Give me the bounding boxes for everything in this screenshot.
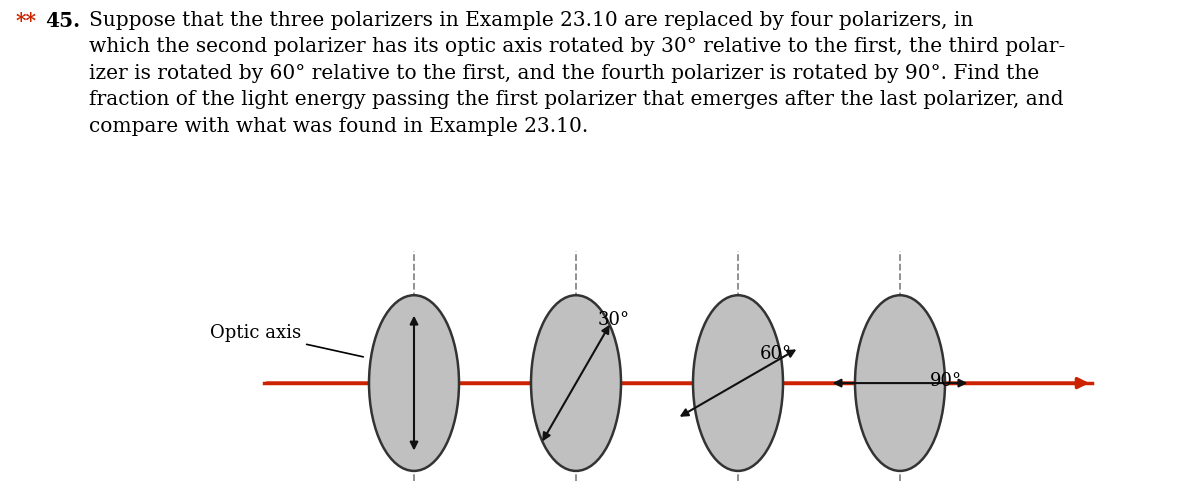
Text: 30°: 30° (598, 311, 630, 328)
Text: 90°: 90° (930, 372, 962, 389)
Text: 60°: 60° (760, 345, 792, 363)
Text: Suppose that the three polarizers in Example 23.10 are replaced by four polarize: Suppose that the three polarizers in Exa… (89, 11, 1066, 136)
Text: 45.: 45. (46, 11, 80, 31)
Ellipse shape (530, 295, 622, 471)
Ellipse shape (694, 295, 784, 471)
Ellipse shape (370, 295, 458, 471)
Text: **: ** (16, 11, 37, 31)
Ellipse shape (854, 295, 946, 471)
Text: Optic axis: Optic axis (210, 324, 364, 357)
